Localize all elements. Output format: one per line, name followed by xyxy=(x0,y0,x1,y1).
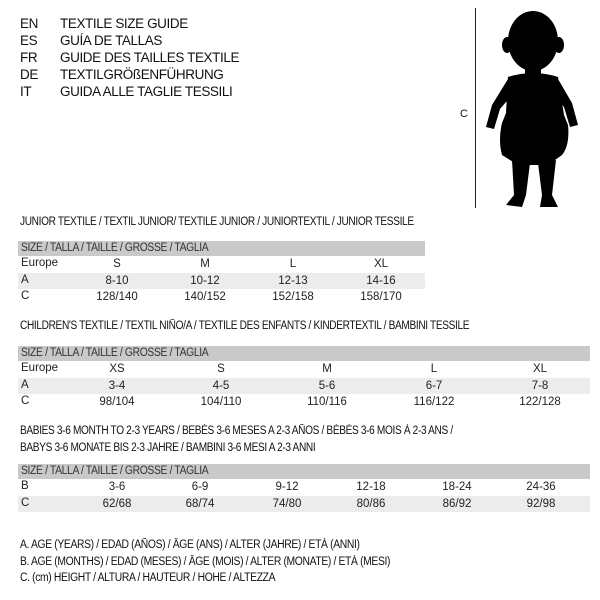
legend-c: C. (cm) HEIGHT / ALTURA / HAUTEUR / HÖHE… xyxy=(20,572,276,584)
row-label: C xyxy=(21,496,30,509)
table-cell: S xyxy=(113,258,121,270)
babies-size-table: SIZE / TALLA / TAILLE / GRÖSSE / TAGLIA B… xyxy=(18,464,590,512)
row-label: C xyxy=(21,290,30,302)
table-row: C 62/68 68/74 74/80 80/86 86/92 92/98 xyxy=(18,495,590,512)
row-label: Europe xyxy=(21,362,59,374)
size-header-row: SIZE / TALLA / TAILLE / GRÖSSE / TAGLIA xyxy=(18,464,590,479)
table-cell: 92/98 xyxy=(526,497,556,510)
table-cell: 62/68 xyxy=(102,497,132,510)
table-cell: M xyxy=(200,258,210,270)
table-cell: 10-12 xyxy=(190,274,220,287)
lang-code-de: DE xyxy=(20,67,38,82)
row-label: C xyxy=(21,395,30,407)
title-it: GUIDA ALLE TAGLIE TESSILI xyxy=(60,84,233,99)
table-cell: 8-10 xyxy=(105,274,129,287)
table-cell: L xyxy=(289,258,297,270)
legend-a: A. AGE (YEARS) / EDAD (AÑOS) / ÂGE (ANS)… xyxy=(20,539,360,551)
table-cell: 140/152 xyxy=(184,291,226,303)
children-section-title: CHILDREN'S TEXTILE / TEXTIL NIÑO/A / TEX… xyxy=(20,320,470,332)
table-cell: 5-6 xyxy=(318,379,336,392)
table-cell: 3-4 xyxy=(108,379,126,392)
table-cell: XL xyxy=(532,363,548,375)
row-label: A xyxy=(21,378,29,391)
lang-code-en: EN xyxy=(20,16,38,31)
title-de: TEXTILGRÖßENFÜHRUNG xyxy=(60,67,224,82)
height-measure-line xyxy=(475,8,476,208)
title-es: GUÍA DE TALLAS xyxy=(60,33,162,48)
size-header-row: SIZE / TALLA / TAILLE / GRÖSSE / TAGLIA xyxy=(18,241,425,256)
table-cell: 12-18 xyxy=(356,481,386,493)
table-cell: L xyxy=(430,363,438,375)
table-cell: 86/92 xyxy=(442,497,472,510)
table-row: Europe S M L XL xyxy=(18,256,425,273)
size-header-label: SIZE / TALLA / TAILLE / GRÖSSE / TAGLIA xyxy=(21,347,209,359)
table-cell: 12-13 xyxy=(278,274,308,287)
table-cell: S xyxy=(217,363,225,375)
table-cell: 98/104 xyxy=(99,396,135,408)
size-header-label: SIZE / TALLA / TAILLE / GRÖSSE / TAGLIA xyxy=(21,242,209,254)
lang-code-fr: FR xyxy=(20,50,38,65)
table-cell: 158/170 xyxy=(360,291,402,303)
row-label: A xyxy=(21,273,29,286)
table-cell: 152/158 xyxy=(272,291,314,303)
title-en: TEXTILE SIZE GUIDE xyxy=(60,16,188,31)
children-size-table: SIZE / TALLA / TAILLE / GRÖSSE / TAGLIA E… xyxy=(18,346,590,411)
table-cell: 80/86 xyxy=(356,497,386,510)
table-row: Europe XS S M L XL xyxy=(18,361,590,378)
row-label: B xyxy=(21,480,29,492)
junior-section-title: JUNIOR TEXTILE / TEXTIL JUNIOR/ TEXTILE … xyxy=(20,216,414,228)
babies-section-title: BABIES 3-6 MONTH TO 2-3 YEARS / BEBÉS 3-… xyxy=(20,425,453,437)
table-cell: 128/140 xyxy=(96,291,138,303)
table-cell: 68/74 xyxy=(185,497,215,510)
table-row: A 8-10 10-12 12-13 14-16 xyxy=(18,272,425,289)
table-cell: 4-5 xyxy=(212,379,230,392)
table-cell: 6-9 xyxy=(191,481,209,493)
table-cell: 116/122 xyxy=(413,396,455,408)
title-fr: GUIDE DES TAILLES TEXTILE xyxy=(60,50,240,65)
lang-code-es: ES xyxy=(20,33,38,48)
table-cell: 24-36 xyxy=(526,481,556,493)
table-cell: 7-8 xyxy=(531,379,549,392)
table-row: A 3-4 4-5 5-6 6-7 7-8 xyxy=(18,377,590,394)
table-cell: 6-7 xyxy=(425,379,443,392)
table-cell: M xyxy=(322,363,332,375)
table-cell: 74/80 xyxy=(272,497,302,510)
babies-section-title-2: BABYS 3-6 MONATE BIS 2-3 JAHRE / BAMBINI… xyxy=(20,442,316,454)
table-cell: 104/110 xyxy=(200,396,242,408)
table-row: C 128/140 140/152 152/158 158/170 xyxy=(18,289,425,306)
lang-code-it: IT xyxy=(20,84,32,99)
row-label: Europe xyxy=(21,257,59,269)
junior-size-table: SIZE / TALLA / TAILLE / GRÖSSE / TAGLIA E… xyxy=(18,241,425,306)
table-cell: 110/116 xyxy=(307,396,347,408)
table-cell: XL xyxy=(373,258,389,270)
table-row: B 3-6 6-9 9-12 12-18 18-24 24-36 xyxy=(18,479,590,496)
table-cell: 14-16 xyxy=(366,274,396,287)
size-header-row: SIZE / TALLA / TAILLE / GRÖSSE / TAGLIA xyxy=(18,346,590,361)
child-silhouette-icon xyxy=(486,11,578,207)
table-cell: 122/128 xyxy=(519,396,561,408)
table-row: C 98/104 104/110 110/116 116/122 122/128 xyxy=(18,394,590,411)
size-header-label: SIZE / TALLA / TAILLE / GRÖSSE / TAGLIA xyxy=(21,465,209,477)
height-measure-label: C xyxy=(460,108,468,120)
table-cell: 9-12 xyxy=(275,481,299,493)
table-cell: XS xyxy=(109,363,125,375)
legend-b: B. AGE (MONTHS) / EDAD (MESES) / ÂGE (MO… xyxy=(20,556,391,568)
table-cell: 18-24 xyxy=(442,481,472,493)
table-cell: 3-6 xyxy=(108,481,126,493)
